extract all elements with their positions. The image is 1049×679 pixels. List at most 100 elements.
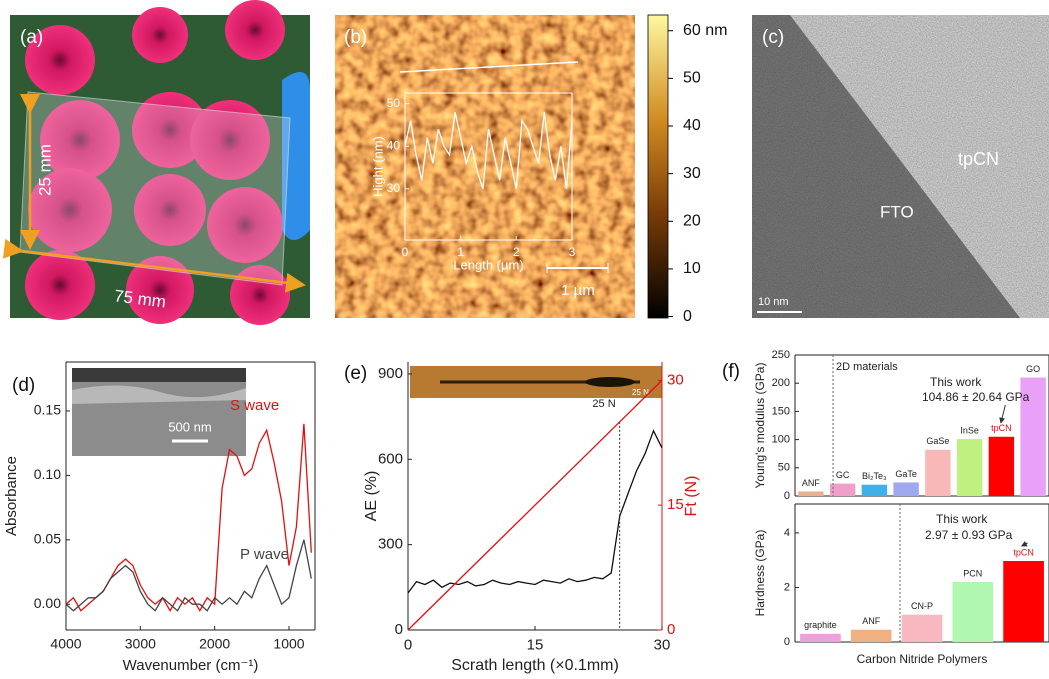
panel-label: (d) xyxy=(12,375,35,396)
page: {"panels":{ "a":{"label":"(a)","width":"… xyxy=(0,0,1049,679)
x-axis-label: Wavenumber (cm⁻¹) xyxy=(123,657,259,674)
colorbar-label: 20 xyxy=(683,213,701,230)
x-axis-label: Length (µm) xyxy=(453,257,523,272)
y-tick-label: 600 xyxy=(378,450,403,467)
x-axis-label: Scrath length (×0.1mm) xyxy=(451,657,619,674)
bar-label: ANF xyxy=(802,478,821,488)
y-tick-label: 0 xyxy=(395,621,403,638)
bar-label: GO xyxy=(1026,364,1040,374)
region-label: tpCN xyxy=(958,149,999,169)
bar-label: tpCN xyxy=(991,423,1012,433)
note-arrow xyxy=(1024,543,1028,545)
y2-tick-label: 0 xyxy=(667,621,675,638)
bar-label: GaSe xyxy=(926,436,949,446)
series-line xyxy=(408,431,662,593)
y-tick-label: 250 xyxy=(772,349,790,361)
dimension-label: 25 mm xyxy=(35,144,54,196)
bar xyxy=(952,582,993,642)
bar xyxy=(989,437,1014,496)
note-value: 2.97 ± 0.93 GPa xyxy=(925,528,1013,542)
x-tick-label: 30 xyxy=(654,636,671,653)
bar xyxy=(798,491,823,496)
note: This work xyxy=(936,512,988,526)
note-arrow xyxy=(1001,405,1005,421)
bar-label: tpCN xyxy=(1013,547,1034,557)
colorbar-label: 60 nm xyxy=(683,22,727,39)
x-tick-label: 2000 xyxy=(199,635,230,651)
region-label: FTO xyxy=(880,202,914,221)
y2-axis-label: Ft (N) xyxy=(683,476,700,517)
x-tick-label: 3 xyxy=(569,245,576,259)
y-tick-label: 50 xyxy=(778,462,790,474)
panel-label: (b) xyxy=(344,27,367,48)
colorbar-label: 0 xyxy=(683,308,692,325)
bar xyxy=(851,630,892,642)
y-axis-label: Hardness (GPa) xyxy=(753,530,767,617)
bar xyxy=(830,484,855,496)
y-axis-label: Young's modulus (GPa) xyxy=(753,363,767,489)
bar xyxy=(902,615,943,642)
scale-bar-label: 10 nm xyxy=(758,296,789,308)
x-tick-label: 0 xyxy=(404,636,412,653)
bar-label: GaTe xyxy=(895,469,917,479)
x-tick-label: 1000 xyxy=(273,635,304,651)
bar-label: ANF xyxy=(862,616,881,626)
bar-label: GC xyxy=(836,470,850,480)
x-tick-label: 3000 xyxy=(125,635,156,651)
bar-label: InSe xyxy=(960,425,979,435)
scale-bar-label: 1 µm xyxy=(561,282,595,299)
y-tick-label: 2 xyxy=(784,581,790,593)
x-axis-label: Carbon Nitride Polymers xyxy=(857,652,988,666)
tem-image xyxy=(752,15,1049,318)
group-label: 2D materials xyxy=(836,361,898,373)
panel-label: (a) xyxy=(20,27,43,48)
bar-label: CN-P xyxy=(911,601,933,611)
series-label: P wave xyxy=(240,546,289,563)
y-tick-label: 50 xyxy=(387,96,401,110)
colorbar-label: 30 xyxy=(683,165,701,182)
colorbar-label: 10 xyxy=(683,260,701,277)
bar xyxy=(1003,561,1044,642)
bar xyxy=(800,634,841,642)
y2-tick-label: 15 xyxy=(667,496,684,513)
colorbar xyxy=(648,15,668,318)
note-value: 104.86 ± 20.64 GPa xyxy=(922,390,1030,404)
series-label: S wave xyxy=(230,397,279,414)
y-tick-label: 200 xyxy=(772,377,790,389)
y-tick-label: 0.15 xyxy=(34,402,61,418)
optical-inset xyxy=(410,366,662,398)
bar-label: Bi₂Te₃ xyxy=(862,471,887,481)
bar xyxy=(893,482,918,496)
annotation-label: 25 N xyxy=(592,398,615,410)
y-tick-label: 300 xyxy=(378,536,403,553)
y-tick-label: 0.00 xyxy=(34,595,61,611)
colorbar-label: 40 xyxy=(683,117,701,134)
y-axis-label: AE (%) xyxy=(363,471,380,522)
y-tick-label: 0 xyxy=(784,636,790,648)
colorbar-label: 50 xyxy=(683,70,701,87)
panel-label: (e) xyxy=(344,363,367,384)
x-tick-label: 15 xyxy=(527,636,544,653)
bar-label: graphite xyxy=(804,620,837,630)
x-tick-label: 0 xyxy=(402,245,409,259)
y-tick-label: 900 xyxy=(378,365,403,382)
y-axis-label: Hight (nm) xyxy=(370,136,385,197)
photo-a xyxy=(10,0,310,325)
note: This work xyxy=(930,375,982,389)
sem-inset xyxy=(72,368,246,456)
y2-tick-label: 30 xyxy=(667,371,684,388)
y-tick-label: 0.05 xyxy=(34,531,61,547)
y-tick-label: 30 xyxy=(387,181,401,195)
x-tick-label: 4000 xyxy=(50,635,81,651)
bar xyxy=(957,439,982,496)
panel-label: (c) xyxy=(762,27,784,48)
y-tick-label: 4 xyxy=(784,527,790,539)
scale-bar-label: 500 nm xyxy=(168,419,211,434)
bar-label: PCN xyxy=(963,568,982,578)
bar xyxy=(925,450,950,496)
panel-label: (f) xyxy=(722,361,740,382)
bar xyxy=(862,485,887,496)
figure: (a) 25 mm 75 mm (b) 1 µm (c) FTO tpCN 10… xyxy=(0,0,1049,679)
y-axis-label: Absorbance xyxy=(3,456,20,536)
y-tick-label: 100 xyxy=(772,434,790,446)
